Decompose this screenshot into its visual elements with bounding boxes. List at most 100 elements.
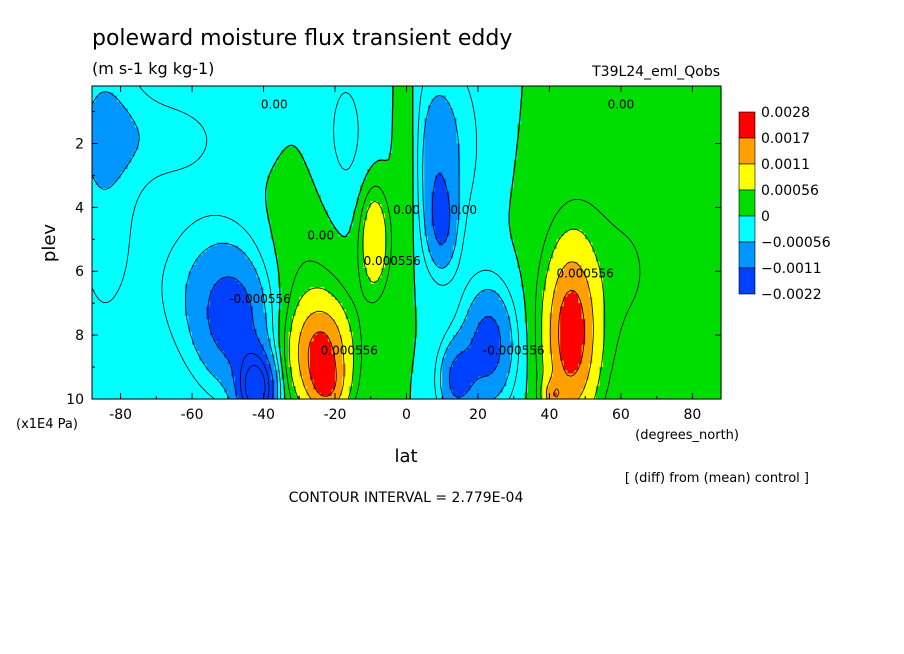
- contour-cell: [313, 95, 318, 100]
- contour-cell: [481, 89, 486, 93]
- contour-cell: [188, 165, 193, 170]
- contour-cell: [427, 92, 433, 97]
- contour-cell: [299, 117, 304, 122]
- contour-cell: [699, 111, 704, 116]
- contour-cell: [267, 86, 272, 90]
- contour-cell: [485, 137, 490, 141]
- contour-cell: [452, 159, 458, 164]
- contour-cell: [638, 153, 643, 157]
- contour-cell: [667, 89, 672, 93]
- contour-cell: [592, 108, 597, 113]
- contour-cell: [653, 130, 658, 135]
- contour-cell: [588, 149, 593, 154]
- contour-cell: [113, 121, 118, 125]
- contour-cell: [413, 114, 418, 119]
- contour-cell: [327, 140, 333, 145]
- contour-cell: [349, 108, 354, 113]
- contour-cell: [270, 105, 275, 109]
- contour-cell: [356, 108, 361, 113]
- contour-cell: [277, 149, 283, 154]
- contour-cell: [227, 130, 232, 135]
- contour-cell: [374, 108, 379, 113]
- contour-cell: [599, 156, 604, 161]
- contour-cell: [695, 108, 701, 113]
- contour-cell: [581, 169, 586, 173]
- contour-cell: [188, 175, 193, 180]
- contour-cell: [524, 159, 529, 164]
- contour-cell: [274, 86, 279, 90]
- contour-cell: [542, 86, 547, 90]
- contour-cell: [399, 101, 404, 106]
- contour-cell: [713, 172, 719, 177]
- contour-cell: [570, 146, 576, 151]
- contour-cell: [545, 156, 551, 161]
- contour-cell: [570, 95, 576, 100]
- contour-cell: [649, 117, 654, 122]
- contour-cell: [581, 127, 586, 132]
- contour-cell: [410, 146, 415, 151]
- contour-cell: [424, 124, 429, 129]
- contour-cell: [181, 133, 186, 138]
- contour-cell: [102, 143, 107, 148]
- contour-cell: [628, 111, 633, 116]
- contour-cell: [713, 133, 719, 138]
- contour-cell: [317, 108, 322, 113]
- contour-cell: [134, 98, 140, 103]
- contour-cell: [131, 121, 136, 125]
- contour-cell: [163, 133, 168, 138]
- contour-cell: [302, 156, 308, 161]
- contour-cell: [513, 137, 518, 141]
- contour-cell: [274, 108, 279, 113]
- contour-cell: [306, 133, 311, 138]
- contour-cell: [181, 89, 186, 93]
- contour-cell: [327, 98, 333, 103]
- contour-cell: [442, 124, 447, 129]
- contour-cell: [485, 105, 490, 109]
- contour-cell: [349, 165, 354, 170]
- contour-cell: [92, 92, 97, 97]
- contour-cell: [442, 89, 447, 93]
- contour-cell: [520, 165, 526, 170]
- contour-cell: [649, 86, 654, 90]
- contour-cell: [535, 146, 540, 151]
- contour-cell: [531, 127, 536, 132]
- contour-cell: [449, 149, 454, 154]
- contour-cell: [645, 146, 651, 151]
- contour-cell: [624, 149, 629, 154]
- contour-cell: [599, 92, 604, 97]
- contour-cell: [695, 121, 701, 125]
- contour-cell: [292, 140, 297, 145]
- contour-cell: [370, 114, 375, 119]
- contour-cell: [553, 121, 558, 125]
- contour-cell: [177, 92, 182, 97]
- contour-cell: [163, 111, 168, 116]
- contour-cell: [392, 169, 397, 173]
- contour-cell: [377, 124, 383, 129]
- contour-cell: [202, 133, 207, 138]
- contour-cell: [267, 108, 272, 113]
- contour-cell: [117, 172, 122, 177]
- contour-cell: [531, 172, 536, 177]
- contour-cell: [620, 159, 626, 164]
- contour-cell: [142, 114, 147, 119]
- contour-cell: [481, 156, 486, 161]
- contour-cell: [367, 127, 372, 132]
- contour-cell: [338, 114, 343, 119]
- contour-cell: [249, 172, 254, 177]
- contour-cell: [635, 172, 640, 177]
- contour-cell: [277, 143, 283, 148]
- contour-cell: [99, 175, 104, 180]
- contour-cell: [431, 140, 436, 145]
- contour-cell: [538, 143, 543, 148]
- contour-cell: [520, 111, 526, 116]
- contour-cell: [256, 111, 261, 116]
- contour-cell: [402, 140, 408, 145]
- contour-cell: [574, 111, 579, 116]
- contour-cell: [603, 146, 608, 151]
- contour-cell: [92, 124, 97, 129]
- contour-cell: [570, 149, 576, 154]
- contour-cell: [335, 92, 340, 97]
- contour-cell: [513, 105, 518, 109]
- contour-cell: [670, 108, 676, 113]
- contour-cell: [99, 92, 104, 97]
